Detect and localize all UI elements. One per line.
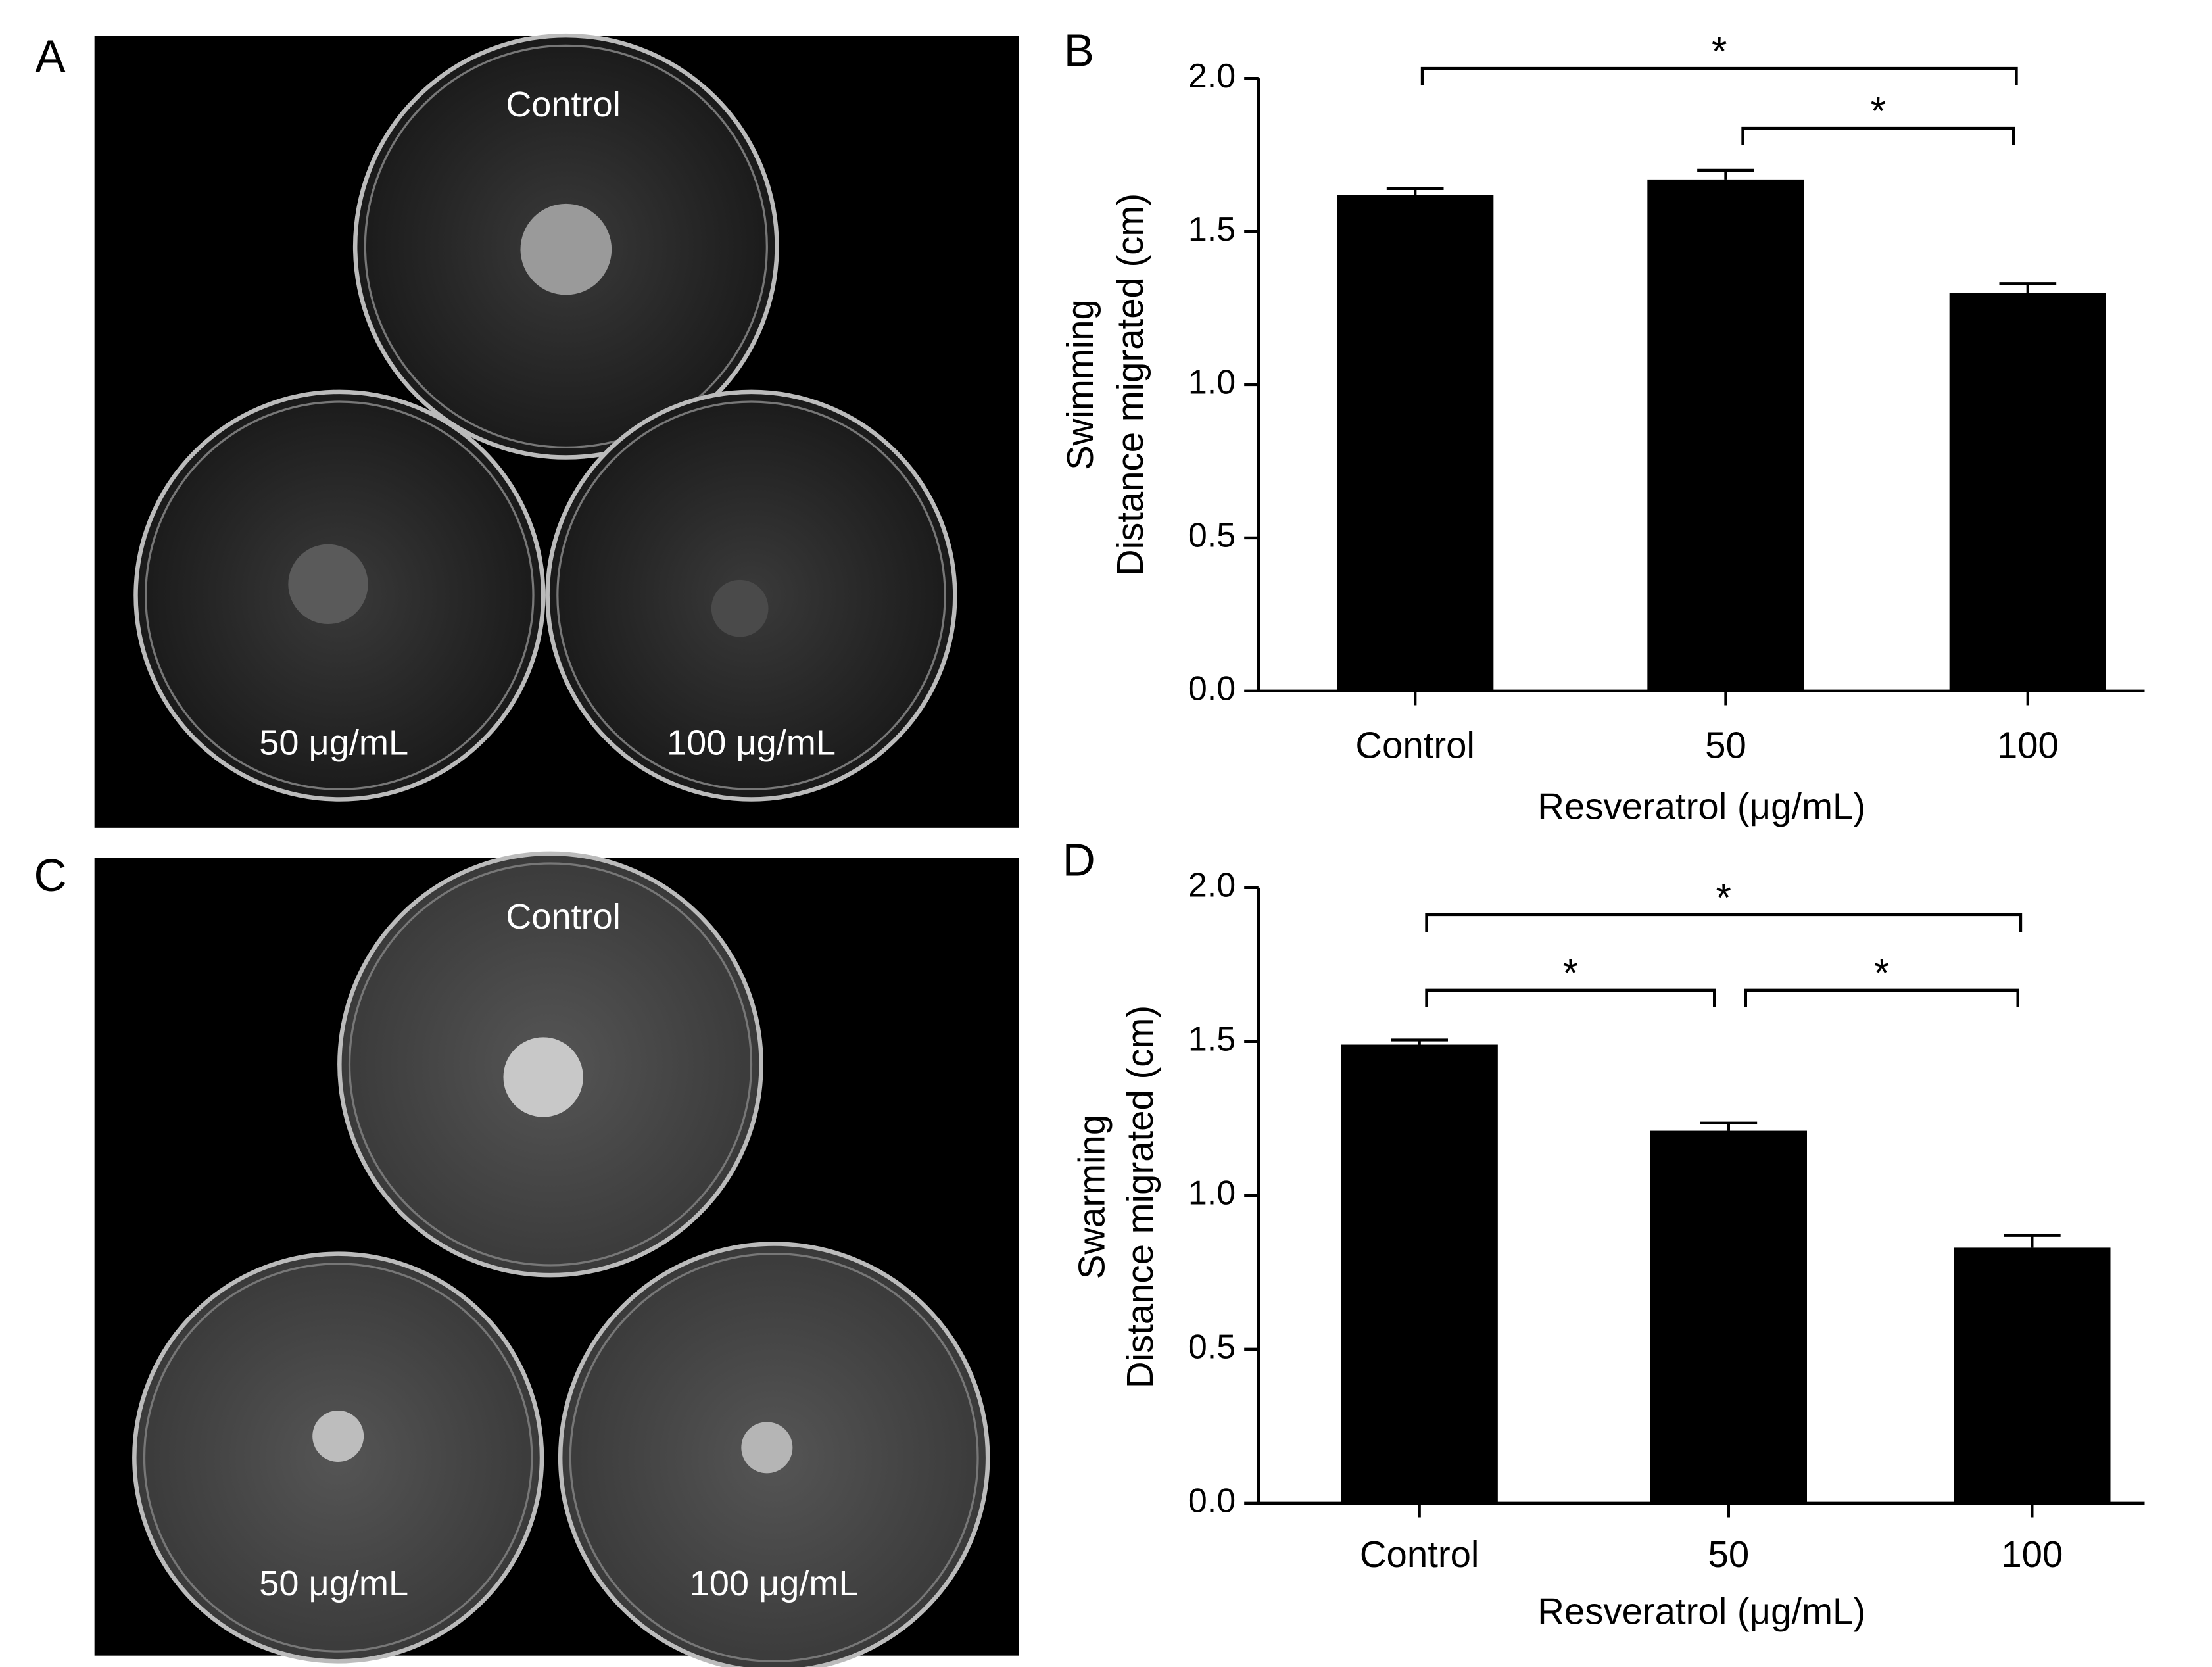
bar [1954,1247,2111,1503]
x-axis-label: Resveratrol (μg/mL) [1537,786,1865,827]
plate-label: Control [506,85,621,124]
significance-label: * [1712,28,1727,73]
colony [288,544,368,624]
petri-rim [556,400,946,790]
significance-bracket [1425,988,1716,1007]
y-tick-label: 0.0 [1188,670,1236,708]
y-tick-label: 0.5 [1188,517,1236,555]
y-tick-label: 1.5 [1188,210,1236,249]
x-tick-label: 100 [2001,1534,2063,1575]
panel-label: B [1064,25,1094,76]
x-axis-label: Resveratrol (μg/mL) [1537,1591,1865,1632]
plate-label: 100 μg/mL [690,1564,859,1603]
significance-bracket [1425,913,2023,932]
significance-bracket [1420,66,2018,85]
x-tick-label: Control [1360,1534,1479,1575]
bar [1949,293,2106,691]
colony [741,1422,793,1474]
petri-rim [364,44,768,448]
colony [312,1411,364,1462]
y-tick-label: 2.0 [1188,57,1236,95]
significance-label: * [1716,875,1731,919]
colony [503,1037,583,1117]
bar [1650,1130,1807,1503]
x-tick-label: 50 [1705,724,1746,765]
bar [1337,195,1494,691]
significance-bracket [1741,126,2015,145]
significance-label: * [1563,950,1579,995]
y-axis-label: Distance migrated (cm) [1119,1005,1161,1388]
y-axis-label: Distance migrated (cm) [1109,193,1151,576]
y-tick-label: 1.0 [1188,1174,1236,1213]
x-tick-label: Control [1355,724,1475,765]
y-tick-label: 0.0 [1188,1482,1236,1520]
plate-label: 100 μg/mL [667,723,836,762]
y-tick-label: 1.0 [1188,364,1236,402]
panel-label: A [35,30,66,82]
y-tick-label: 0.5 [1188,1328,1236,1366]
x-tick-label: 50 [1708,1534,1750,1575]
panel-label: D [1063,834,1095,885]
plate-label: 50 μg/mL [259,1564,408,1603]
plate-label: 50 μg/mL [259,723,408,762]
plate-label: Control [506,897,621,936]
significance-bracket [1744,988,2019,1007]
significance-label: * [1871,88,1887,133]
colony [711,579,769,637]
x-tick-label: 100 [1997,724,2059,765]
petri-rim [143,1263,533,1653]
petri-rim [145,400,535,790]
bar [1341,1044,1498,1503]
y-tick-label: 1.5 [1188,1021,1236,1059]
y-axis-label: Swarming [1071,1115,1113,1279]
y-axis-label: Swimming [1059,299,1101,470]
significance-label: * [1874,950,1890,995]
petri-rim [348,862,753,1267]
petri-rim [569,1253,979,1662]
y-tick-label: 2.0 [1188,867,1236,905]
colony [520,203,612,295]
bar [1647,179,1804,691]
panel-label: C [34,850,66,901]
